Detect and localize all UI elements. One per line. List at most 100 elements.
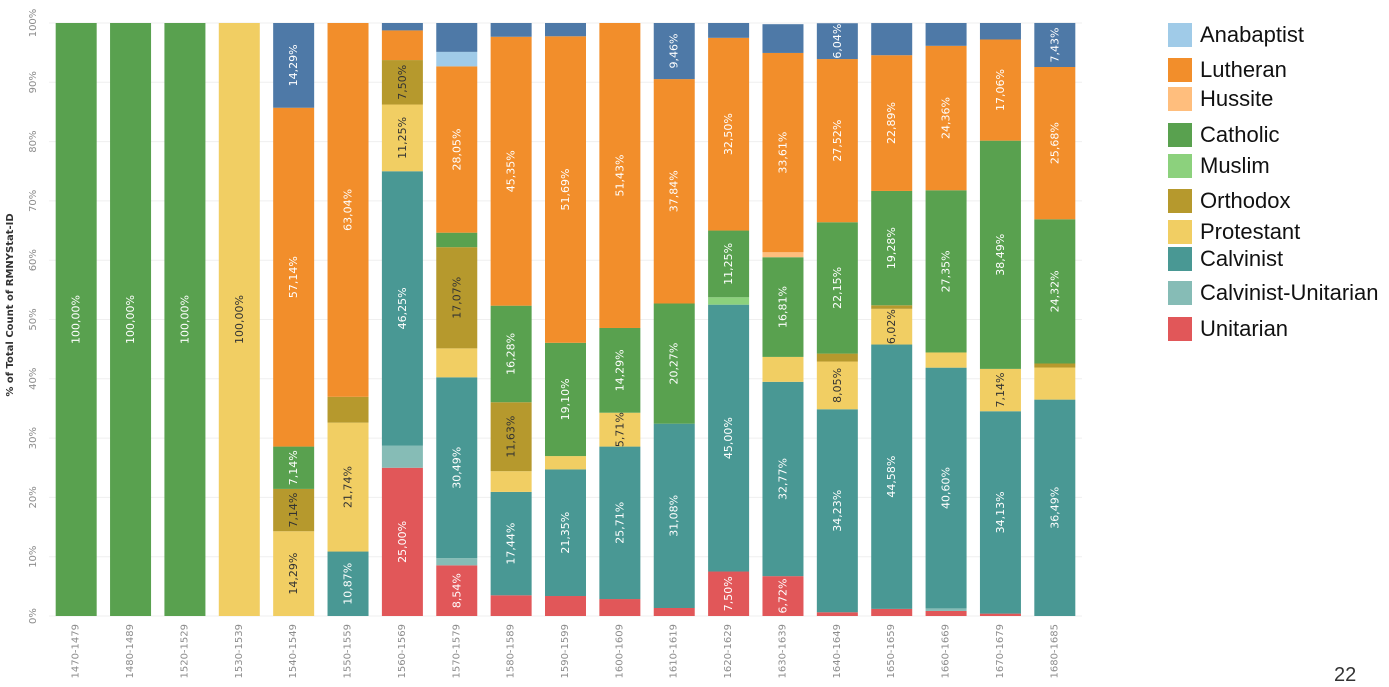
- data-label: 11,25%: [396, 117, 409, 159]
- legend-item: Calvinist: [1168, 246, 1283, 272]
- legend-swatch: [1168, 87, 1192, 111]
- bar-segment: [545, 36, 586, 343]
- bar-segment: [708, 23, 750, 38]
- y-tick-label: 50%: [28, 308, 39, 330]
- bar-segment: [816, 59, 858, 223]
- bar-segment: [762, 52, 804, 253]
- legend-swatch: [1168, 189, 1192, 213]
- bar-segment: [381, 30, 423, 61]
- bars: [55, 22, 1076, 616]
- data-label: 7,14%: [994, 373, 1007, 408]
- legend-item: Catholic: [1168, 122, 1279, 148]
- bar-segment: [599, 599, 641, 616]
- x-tick-label: 1530-1539: [234, 624, 245, 679]
- bar-segment: [653, 303, 695, 424]
- legend-label: Orthodox: [1200, 188, 1291, 213]
- bar-segment: [273, 23, 315, 108]
- stacked-bar-chart: 0% 10% 20% 30% 40% 50% 60% 70% 80% 90% 100% 100,00…: [5, 9, 1082, 679]
- bar-segment: [979, 39, 1021, 141]
- bar-segment: [273, 531, 315, 616]
- bar-segment: [762, 381, 804, 577]
- x-tick-label: 1470-1479: [71, 624, 82, 679]
- x-tick-label: 1610-1619: [669, 624, 680, 679]
- bar-segment: [599, 446, 641, 600]
- bar-segment: [708, 304, 750, 572]
- data-label: 100,00%: [124, 295, 137, 344]
- data-label: 9,46%: [668, 34, 681, 69]
- bar-segment: [871, 23, 913, 56]
- y-axis-title: % of Total Count of RMNYStat-ID: [5, 213, 16, 396]
- data-label: 25,00%: [396, 521, 409, 563]
- bar-segment: [55, 23, 97, 616]
- data-label: 21,35%: [559, 512, 572, 554]
- legend-swatch: [1168, 154, 1192, 178]
- bar-segment: [381, 445, 423, 468]
- bar-segment: [708, 37, 750, 231]
- legend-label: Calvinist: [1200, 246, 1284, 271]
- data-label: 25,71%: [613, 502, 626, 544]
- data-label: 30,49%: [450, 447, 463, 489]
- data-label: 14,29%: [287, 553, 300, 595]
- legend-swatch: [1168, 220, 1192, 244]
- bar-segment: [708, 230, 750, 298]
- bar-segment: [273, 446, 315, 489]
- x-tick-label: 1550-1559: [343, 624, 354, 679]
- x-tick-label: 1600-1609: [614, 624, 625, 679]
- bar-segment: [545, 456, 586, 470]
- legend-label: Calvinist-Unitarian: [1200, 280, 1379, 305]
- bar-segment: [490, 36, 532, 306]
- y-tick-label: 20%: [28, 486, 39, 508]
- bar-segment: [653, 79, 695, 304]
- data-label: 11,25%: [722, 243, 735, 285]
- legend-item: Hussite: [1168, 86, 1273, 112]
- x-tick-label: 1570-1579: [451, 624, 462, 679]
- data-label: 7,43%: [1048, 27, 1061, 62]
- x-axis-ticks: 1470-1479 1480-1489 1520-1529 1530-1539 1540…: [71, 624, 1061, 679]
- bar-segment: [816, 353, 858, 362]
- bar-segment: [545, 596, 586, 616]
- legend-label: Unitarian: [1200, 316, 1289, 341]
- bar-segment: [1034, 399, 1076, 616]
- legend-label: Hussite: [1200, 86, 1274, 111]
- bar-segment: [979, 140, 1021, 369]
- data-label: 11,63%: [505, 416, 518, 458]
- bar-segment: [762, 24, 804, 53]
- data-label: 51,69%: [559, 169, 572, 211]
- bar-segment: [816, 409, 858, 613]
- bar-segment: [164, 23, 206, 616]
- bar-segment: [871, 608, 913, 616]
- bar-segment: [327, 23, 369, 397]
- data-label: 27,35%: [940, 250, 953, 292]
- x-tick-label: 1520-1529: [179, 624, 190, 679]
- y-tick-label: 80%: [28, 130, 39, 152]
- bar-segment: [816, 612, 858, 616]
- x-tick-label: 1680-1685: [1049, 624, 1060, 679]
- data-label: 17,44%: [505, 523, 518, 565]
- bar-segment: [490, 595, 532, 616]
- data-label: 14,29%: [613, 349, 626, 391]
- x-tick-label: 1560-1569: [397, 624, 408, 679]
- bar-segment: [979, 23, 1021, 40]
- bar-segment: [1034, 367, 1076, 400]
- data-label: 21,74%: [342, 466, 355, 508]
- bar-segment: [436, 232, 478, 248]
- x-tick-label: 1660-1669: [941, 624, 952, 679]
- bar-segment: [110, 23, 152, 616]
- legend-label: Lutheran: [1200, 57, 1287, 82]
- x-tick-label: 1580-1589: [506, 624, 517, 679]
- legend-swatch: [1168, 281, 1192, 305]
- bar-segment: [653, 423, 695, 608]
- bar-segment: [816, 222, 858, 354]
- data-label: 44,58%: [885, 456, 898, 498]
- y-tick-label: 100%: [28, 9, 39, 38]
- x-tick-label: 1620-1629: [723, 624, 734, 679]
- data-label: 6,72%: [776, 579, 789, 614]
- bar-segment: [762, 252, 804, 258]
- data-label: 25,68%: [1048, 122, 1061, 164]
- bar-segment: [545, 342, 586, 457]
- data-label: 36,49%: [1048, 487, 1061, 529]
- data-label: 37,84%: [668, 170, 681, 212]
- data-label: 5,71%: [613, 412, 626, 447]
- data-label: 100,00%: [178, 295, 191, 344]
- bar-segment: [1034, 22, 1076, 68]
